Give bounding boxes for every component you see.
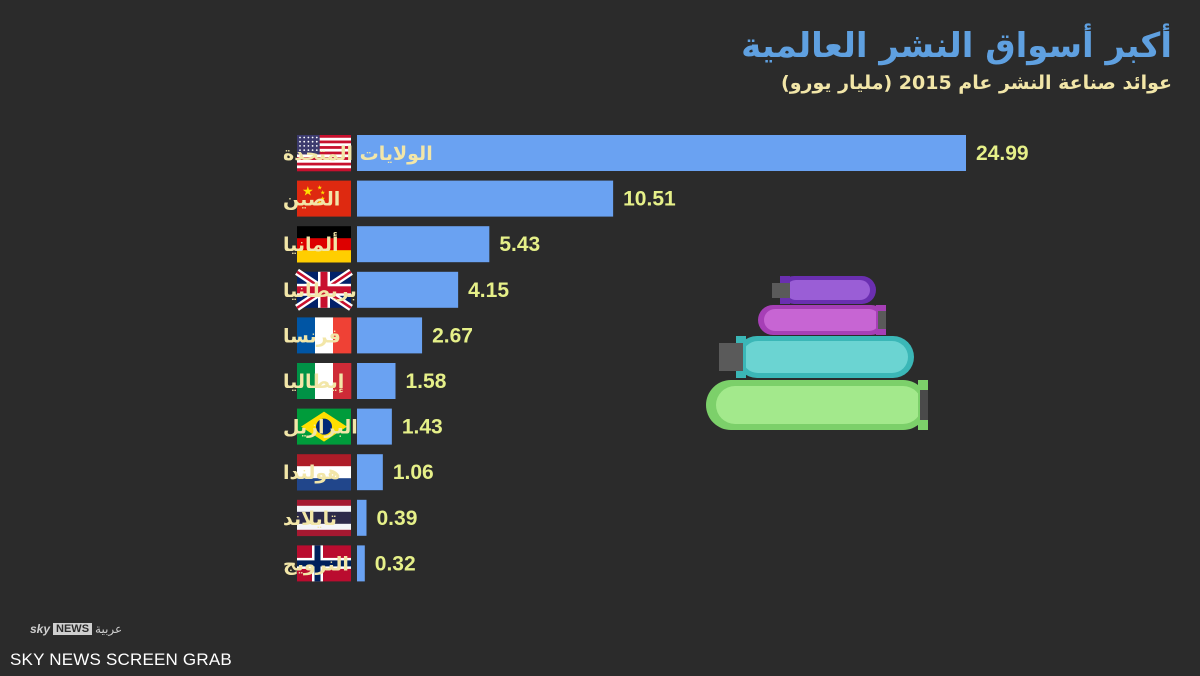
germany-flag-icon [297,226,351,263]
logo-arabic-text: عربية [95,622,123,636]
chart-title: أكبر أسواق النشر العالمية [741,26,1172,66]
country-label: البرازيل [283,417,358,439]
bar [357,317,423,354]
country-label: فرنسا [283,325,341,347]
country-label: هولندا [283,462,340,484]
bar [357,135,966,171]
bar [357,226,490,263]
country-label: بريطانيا [283,280,357,302]
value-label: 4.15 [468,279,509,302]
svg-text:★: ★ [317,200,322,207]
bar [357,499,367,536]
svg-text:★: ★ [320,190,325,197]
svg-text:★: ★ [302,185,314,200]
svg-text:★: ★ [317,185,322,192]
uk-flag-icon [295,268,353,311]
chart-subtitle: عوائد صناعة النشر عام 2015 (مليار يورو) [781,72,1172,94]
logo-sky-text: sky [30,622,51,636]
bar [357,545,365,582]
bar [357,363,396,399]
country-label: ألمانيا [283,232,339,256]
netherlands-flag-icon [297,454,351,491]
bar [357,180,614,217]
value-label: 2.67 [432,324,473,347]
value-label: 10.51 [623,188,676,211]
france-flag-icon [297,317,352,354]
country-label: الصين [283,189,340,211]
screen-grab-credit: SKY NEWS SCREEN GRAB [10,650,232,669]
sky-news-arabia-logo: sky NEWS عربية [30,622,122,636]
bar [357,454,383,491]
svg-text:★: ★ [320,196,325,203]
china-flag-icon: ★ ★★★★ [297,180,351,217]
value-label: 0.32 [375,552,416,575]
value-label: 1.43 [402,416,443,439]
value-label: 5.43 [499,233,540,256]
country-label: إيطاليا [283,371,344,393]
brazil-flag-icon [297,408,351,445]
country-label: النرويج [283,553,349,575]
italy-flag-icon [297,363,352,399]
norway-flag-icon [297,545,351,582]
usa-flag-icon [297,135,351,172]
thailand-flag-icon [297,499,351,537]
country-label: الولايات المتحدة [283,143,433,165]
logo-news-text: NEWS [53,623,93,635]
value-label: 24.99 [976,142,1029,165]
value-label: 1.58 [406,370,447,393]
books-stack-illustration [706,276,928,430]
bar [357,271,459,308]
value-label: 0.39 [377,507,418,530]
country-label: تايلاند [283,508,337,530]
bar [357,408,392,445]
value-label: 1.06 [393,461,434,484]
